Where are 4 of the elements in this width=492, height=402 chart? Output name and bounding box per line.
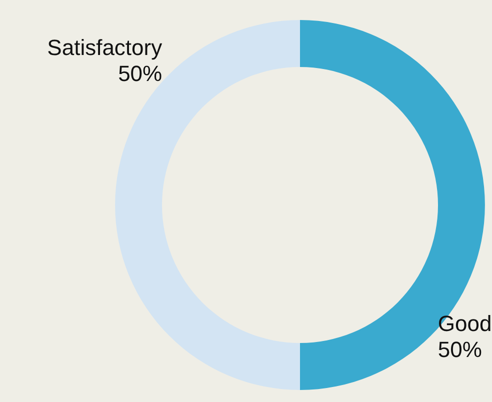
data-label: 50% <box>438 336 482 362</box>
data-label: 50% <box>118 61 162 86</box>
slice-label: Good <box>438 310 492 336</box>
slice-label: Satisfactory <box>47 35 162 60</box>
